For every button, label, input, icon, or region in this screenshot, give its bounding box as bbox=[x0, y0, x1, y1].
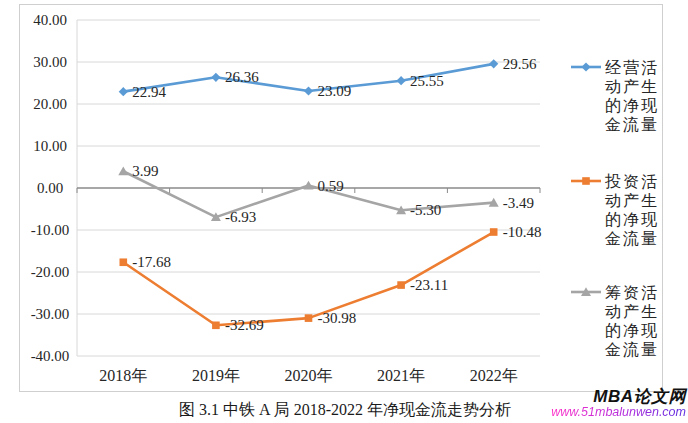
svg-text:23.09: 23.09 bbox=[318, 83, 352, 99]
svg-text:0.00: 0.00 bbox=[37, 180, 63, 196]
svg-text:2022年: 2022年 bbox=[470, 367, 518, 384]
svg-text:20.00: 20.00 bbox=[33, 96, 67, 112]
svg-text:2019年: 2019年 bbox=[192, 367, 240, 384]
svg-text:-30.00: -30.00 bbox=[31, 306, 70, 322]
svg-text:-20.00: -20.00 bbox=[31, 264, 70, 280]
y-axis-labels: 40.00 30.00 20.00 10.00 0.00 -10.00 -20.00 -30.… bbox=[31, 12, 70, 364]
svg-text:2020年: 2020年 bbox=[285, 367, 333, 384]
svg-text:-40.00: -40.00 bbox=[31, 348, 70, 364]
svg-text:-3.49: -3.49 bbox=[503, 195, 534, 211]
svg-text:2018年: 2018年 bbox=[99, 367, 147, 384]
svg-text:-10.48: -10.48 bbox=[503, 224, 542, 240]
svg-text:0.59: 0.59 bbox=[318, 178, 344, 194]
svg-text:-5.30: -5.30 bbox=[410, 202, 441, 218]
series-1: -17.68 -32.69 -30.98 -23.11 -10.48 bbox=[120, 224, 542, 333]
svg-text:25.55: 25.55 bbox=[410, 73, 444, 89]
x-axis-labels: 2018年 2019年 2020年 2021年 2022年 bbox=[99, 367, 517, 384]
svg-text:40.00: 40.00 bbox=[33, 12, 67, 28]
svg-text:22.94: 22.94 bbox=[132, 84, 166, 100]
svg-text:10.00: 10.00 bbox=[33, 138, 67, 154]
svg-text:2021年: 2021年 bbox=[377, 367, 425, 384]
chart-figure: 40.00 30.00 20.00 10.00 0.00 -10.00 -20.00 -30.… bbox=[0, 0, 688, 423]
svg-text:3.99: 3.99 bbox=[132, 163, 158, 179]
svg-text:-30.98: -30.98 bbox=[318, 310, 357, 326]
svg-text:26.36: 26.36 bbox=[225, 69, 259, 85]
svg-text:29.56: 29.56 bbox=[503, 56, 537, 72]
watermark-site-url: www.51mbalunwen.com bbox=[551, 405, 686, 419]
svg-text:30.00: 30.00 bbox=[33, 54, 67, 70]
svg-text:-17.68: -17.68 bbox=[132, 254, 171, 270]
svg-text:-10.00: -10.00 bbox=[31, 222, 70, 238]
svg-text:-23.11: -23.11 bbox=[410, 277, 448, 293]
line-chart-canvas: 40.00 30.00 20.00 10.00 0.00 -10.00 -20.00 -30.… bbox=[0, 0, 688, 423]
figure-caption: 图 3.1 中铁 A 局 2018-2022 年净现金流走势分析 bbox=[60, 400, 630, 421]
svg-text:-32.69: -32.69 bbox=[225, 317, 264, 333]
svg-text:-6.93: -6.93 bbox=[225, 209, 256, 225]
series-2: 3.99 -6.93 0.59 -5.30 -3.49 bbox=[118, 163, 534, 225]
